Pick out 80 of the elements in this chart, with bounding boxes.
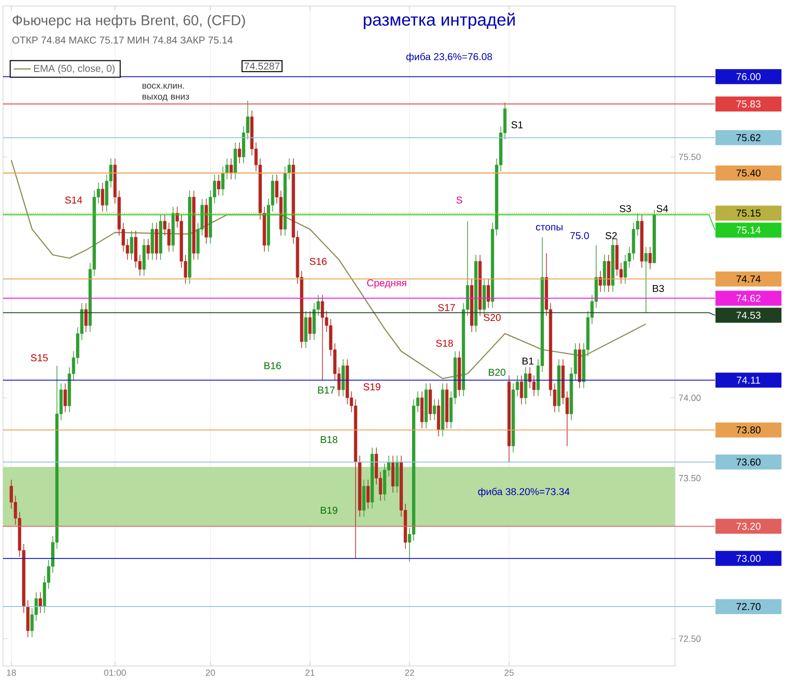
ref-line-label: 75.15 bbox=[736, 210, 761, 217]
annotation: B1 bbox=[522, 358, 534, 364]
ref-line-label: 74.11 bbox=[736, 376, 760, 384]
candlestick bbox=[84, 302, 88, 332]
annotation: S17 bbox=[438, 304, 455, 312]
candlestick bbox=[308, 310, 312, 340]
candlestick bbox=[624, 254, 627, 284]
text: S4 bbox=[656, 205, 668, 212]
candlestick bbox=[217, 174, 220, 196]
ref-line-label: 75.62 bbox=[736, 134, 760, 142]
ref-line-label: 75.14 bbox=[736, 226, 761, 234]
candlestick bbox=[486, 278, 490, 308]
candlestick bbox=[532, 374, 536, 397]
y-tick-label: 74.00 bbox=[678, 394, 701, 401]
candlestick bbox=[520, 374, 524, 405]
legend-label: EMA (50, close, 0) bbox=[34, 64, 115, 74]
text: ОТКР 74.84 МАКС 75.17 МИН 74.84 ЗАКР 75.14 bbox=[12, 36, 233, 44]
annotation: восх.клин. выход вниз bbox=[142, 84, 190, 102]
x-tick-label: 18 bbox=[6, 670, 16, 676]
ref-line-label: 76.00 bbox=[736, 73, 761, 80]
candlestick bbox=[130, 230, 134, 260]
annotation: B20 bbox=[488, 368, 506, 376]
ref-line-label: 75.83 bbox=[736, 100, 760, 108]
ref-line-label: 74.74 bbox=[736, 276, 761, 282]
annotation: S18 bbox=[436, 340, 453, 347]
candlestick bbox=[644, 246, 648, 314]
line-series bbox=[10, 160, 647, 380]
candlestick bbox=[230, 158, 233, 180]
text: Фьючерс на нефть Brent, 60, (CFD) bbox=[12, 14, 245, 28]
annotation: S15 bbox=[30, 354, 48, 362]
annotation: Средняя bbox=[367, 279, 406, 288]
y-tick-label: 73.50 bbox=[678, 474, 701, 482]
annotation: 74.5287 bbox=[244, 62, 280, 70]
annotation: стопы bbox=[536, 225, 562, 230]
annotation: фиба 38.20%=73.34 bbox=[478, 488, 570, 498]
candlestick bbox=[432, 399, 436, 421]
x-tick-label: 22 bbox=[404, 670, 414, 676]
annotation: B19 bbox=[320, 506, 338, 514]
annotation: S3 bbox=[620, 205, 631, 212]
annotation: S1 bbox=[511, 121, 523, 128]
x-tick-label: 25 bbox=[504, 670, 514, 676]
ref-line-label: 73.20 bbox=[736, 522, 761, 530]
x-tick-label: 20 bbox=[206, 670, 216, 676]
candlestick bbox=[288, 158, 291, 180]
annotation: B18 bbox=[320, 436, 338, 444]
ref-line-label: 73.80 bbox=[736, 426, 761, 434]
candlestick bbox=[146, 238, 150, 260]
annotation: S20 bbox=[484, 314, 501, 322]
y-tick-label: 72.50 bbox=[678, 636, 701, 642]
annotation: 75.0 bbox=[570, 232, 589, 240]
candlestick bbox=[64, 383, 67, 413]
annotation: B17 bbox=[318, 386, 335, 394]
candlestick bbox=[320, 294, 324, 381]
candlestick bbox=[528, 366, 532, 389]
candlestick bbox=[100, 182, 104, 212]
candlestick bbox=[221, 166, 224, 196]
ref-line-label: 74.62 bbox=[736, 294, 760, 302]
annotation: S14 bbox=[65, 196, 82, 204]
annotation: B3 bbox=[652, 284, 664, 292]
ref-line-label: 73.60 bbox=[736, 458, 761, 466]
x-tick-label: 01:00 bbox=[104, 670, 126, 676]
annotation: S19 bbox=[364, 383, 380, 390]
y-tick-label: 75.50 bbox=[678, 154, 701, 160]
candlestick bbox=[38, 592, 42, 614]
annotation: фиба 23,6%=76.08 bbox=[406, 52, 492, 62]
candlestick bbox=[598, 270, 602, 292]
candlestick bbox=[167, 222, 171, 252]
ref-line-label: 75.40 bbox=[736, 169, 761, 177]
annotation: B16 bbox=[264, 362, 281, 370]
annotation: S2 bbox=[606, 232, 617, 240]
annotation: S bbox=[456, 196, 462, 204]
candlestick bbox=[366, 479, 370, 509]
ref-line-label: 74.53 bbox=[736, 312, 760, 319]
candlestick bbox=[648, 246, 652, 270]
annotation: S16 bbox=[310, 258, 327, 265]
ref-line-label: 73.00 bbox=[736, 554, 761, 562]
annotation: разметка интрадей bbox=[364, 12, 515, 30]
x-tick-label: 21 bbox=[305, 670, 315, 676]
candlestick bbox=[238, 142, 242, 164]
ref-line-label: 72.70 bbox=[736, 603, 761, 610]
